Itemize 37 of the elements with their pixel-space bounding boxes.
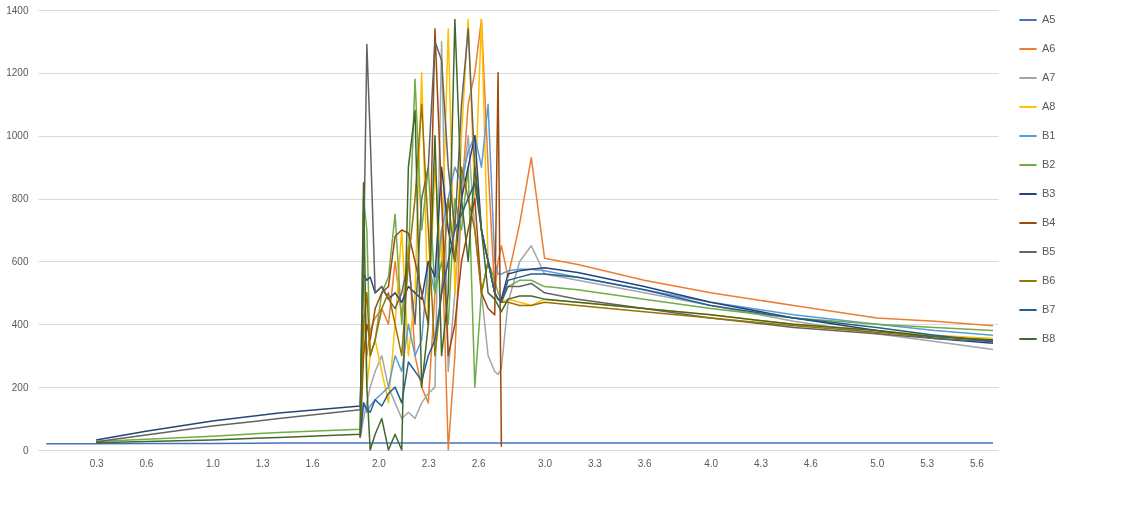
y-tick-label: 1200 [6, 67, 29, 79]
x-tick-label: 5.3 [920, 457, 935, 469]
legend-label: A8 [1042, 100, 1056, 112]
y-tick-label: 1400 [6, 4, 29, 16]
legend-label: B2 [1042, 158, 1056, 170]
legend-label: B3 [1042, 187, 1056, 199]
y-tick-label: 200 [11, 381, 29, 393]
y-tick-label: 400 [11, 318, 29, 330]
legend-label: A7 [1042, 71, 1056, 83]
x-tick-label: 2.3 [421, 457, 437, 469]
legend-label: B1 [1042, 129, 1056, 141]
y-tick-label: 600 [11, 255, 29, 267]
legend-label: A6 [1042, 42, 1056, 54]
x-tick-label: 0.6 [139, 457, 154, 469]
legend-label: B6 [1042, 274, 1056, 286]
y-tick-label: 800 [11, 193, 29, 205]
x-tick-label: 3.0 [538, 457, 553, 469]
x-tick-label: 1.6 [305, 457, 320, 469]
y-tick-label: 1000 [6, 130, 29, 142]
x-tick-label: 4.0 [704, 457, 719, 469]
legend-label: B4 [1042, 216, 1056, 228]
x-tick-label: 4.3 [754, 457, 769, 469]
x-tick-label: 3.3 [587, 457, 603, 469]
x-tick-label: 2.6 [471, 457, 487, 469]
x-tick-label: 2.0 [372, 457, 387, 469]
x-tick-label: 4.6 [803, 457, 819, 469]
x-tick-label: 5.0 [870, 457, 885, 469]
legend-label: A5 [1042, 13, 1056, 25]
x-tick-label: 1.3 [255, 457, 271, 469]
x-tick-label: 5.6 [969, 457, 985, 469]
x-tick-label: 1.0 [205, 457, 221, 469]
legend-label: B5 [1042, 245, 1056, 257]
legend-label: B8 [1042, 332, 1056, 344]
legend-label: B7 [1042, 303, 1056, 315]
x-tick-label: 0.3 [89, 457, 105, 469]
x-tick-label: 3.6 [637, 457, 653, 469]
y-tick-label: 0 [22, 444, 29, 456]
